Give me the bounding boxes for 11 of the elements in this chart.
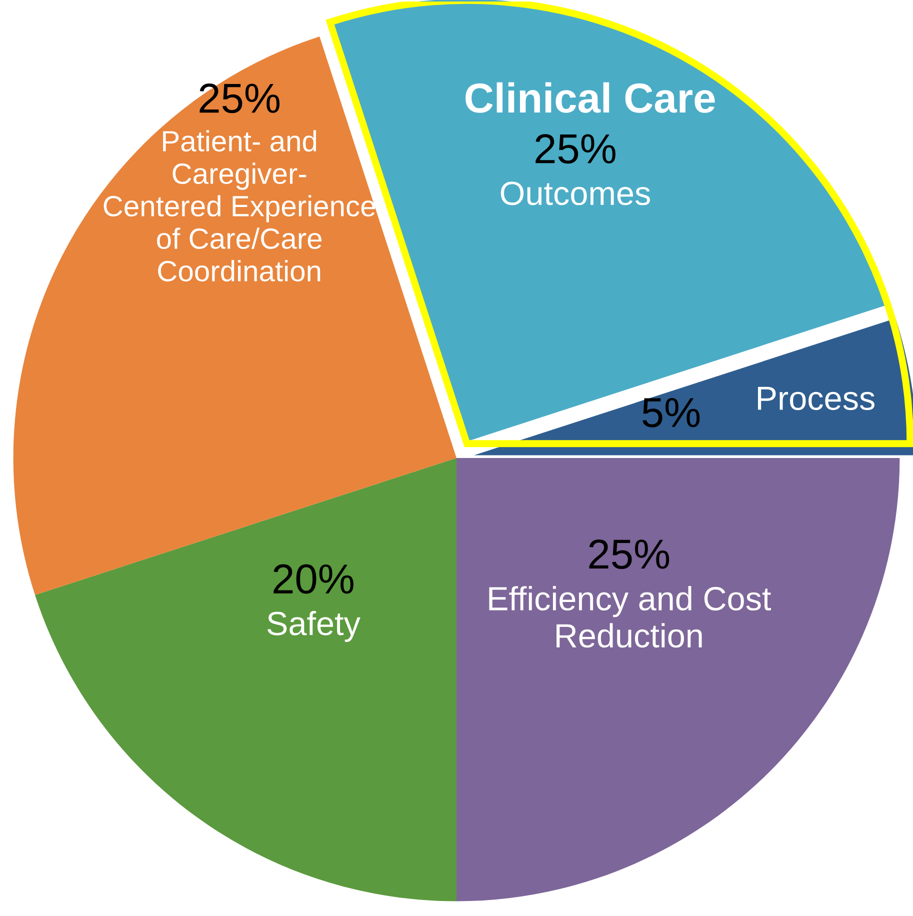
data-label: 25% [589, 539, 670, 569]
slice-label: Patient- and Caregiver- Centered Experience of Care/Care Coordination [104, 130, 376, 282]
data-label: 5% [642, 398, 700, 428]
slice-label: Outcomes [500, 182, 650, 206]
text: Clinical Care [466, 82, 715, 113]
slice-label: Efficiency and Cost Reduction [489, 586, 771, 648]
slice-label: Process [758, 386, 874, 410]
slice-label: Safety [267, 610, 360, 642]
data-label: 20% [274, 564, 354, 594]
data-label: 25% [536, 134, 616, 164]
data-label: 25% [200, 84, 280, 114]
